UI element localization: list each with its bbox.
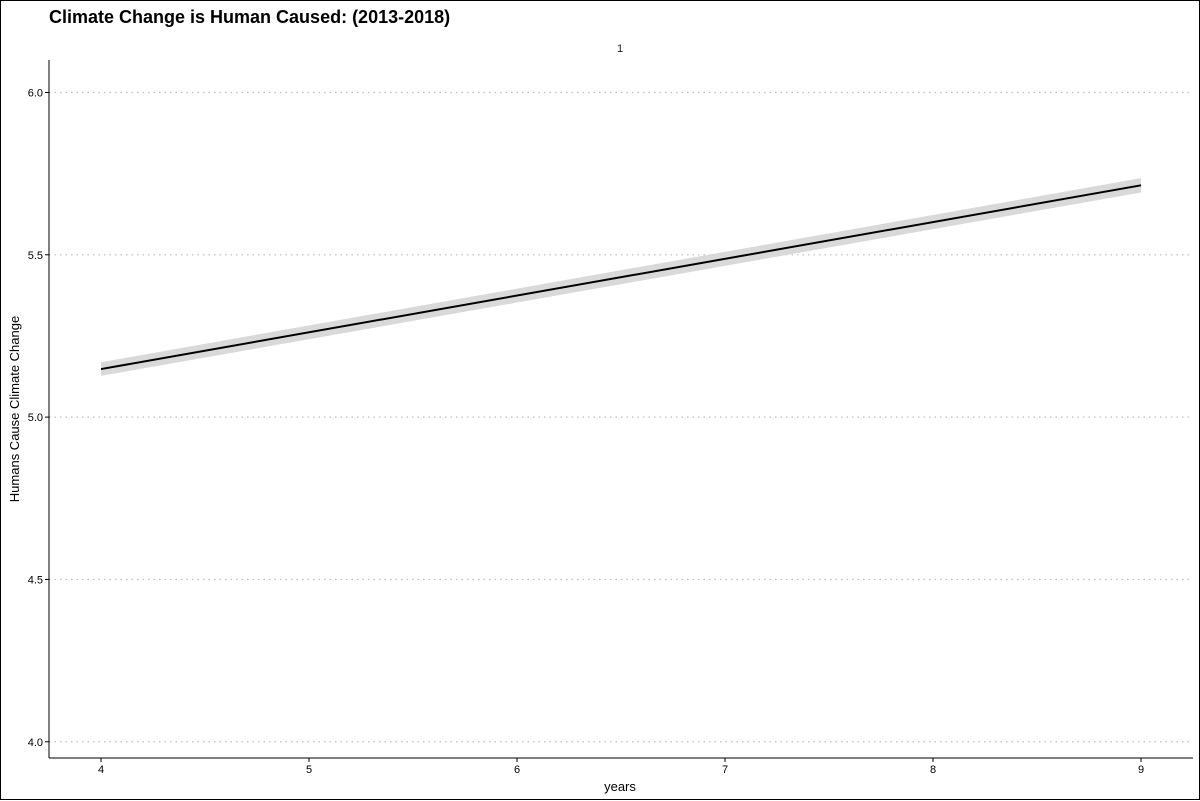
y-tick-label-4.5: 4.5 xyxy=(28,574,43,586)
chart-title: Climate Change is Human Caused: (2013-20… xyxy=(49,7,450,27)
trend-line-0 xyxy=(100,184,1142,371)
y-axis-title: Humans Cause Climate Change xyxy=(7,316,22,502)
x-tick-label-9: 9 xyxy=(1138,764,1144,776)
x-tick-label-5: 5 xyxy=(306,764,312,776)
y-tick-label-5.0: 5.0 xyxy=(28,412,43,424)
x-tick-label-8: 8 xyxy=(930,764,936,776)
facet-strip-label: 1 xyxy=(617,43,623,55)
gridlines xyxy=(49,91,1193,743)
x-axis-ticks: 4 5 6 7 8 9 xyxy=(98,758,1144,776)
plot-series xyxy=(100,178,1142,376)
x-tick-label-6: 6 xyxy=(514,764,520,776)
x-tick-label-7: 7 xyxy=(722,764,728,776)
x-axis-title: years xyxy=(604,779,636,794)
y-tick-label-5.5: 5.5 xyxy=(28,250,43,262)
y-axis-ticks: 4.0 4.5 5.0 5.5 6.0 xyxy=(28,87,49,749)
y-tick-label-6.0: 6.0 xyxy=(28,87,43,99)
x-tick-label-4: 4 xyxy=(98,764,104,776)
y-tick-label-4.0: 4.0 xyxy=(28,737,43,749)
